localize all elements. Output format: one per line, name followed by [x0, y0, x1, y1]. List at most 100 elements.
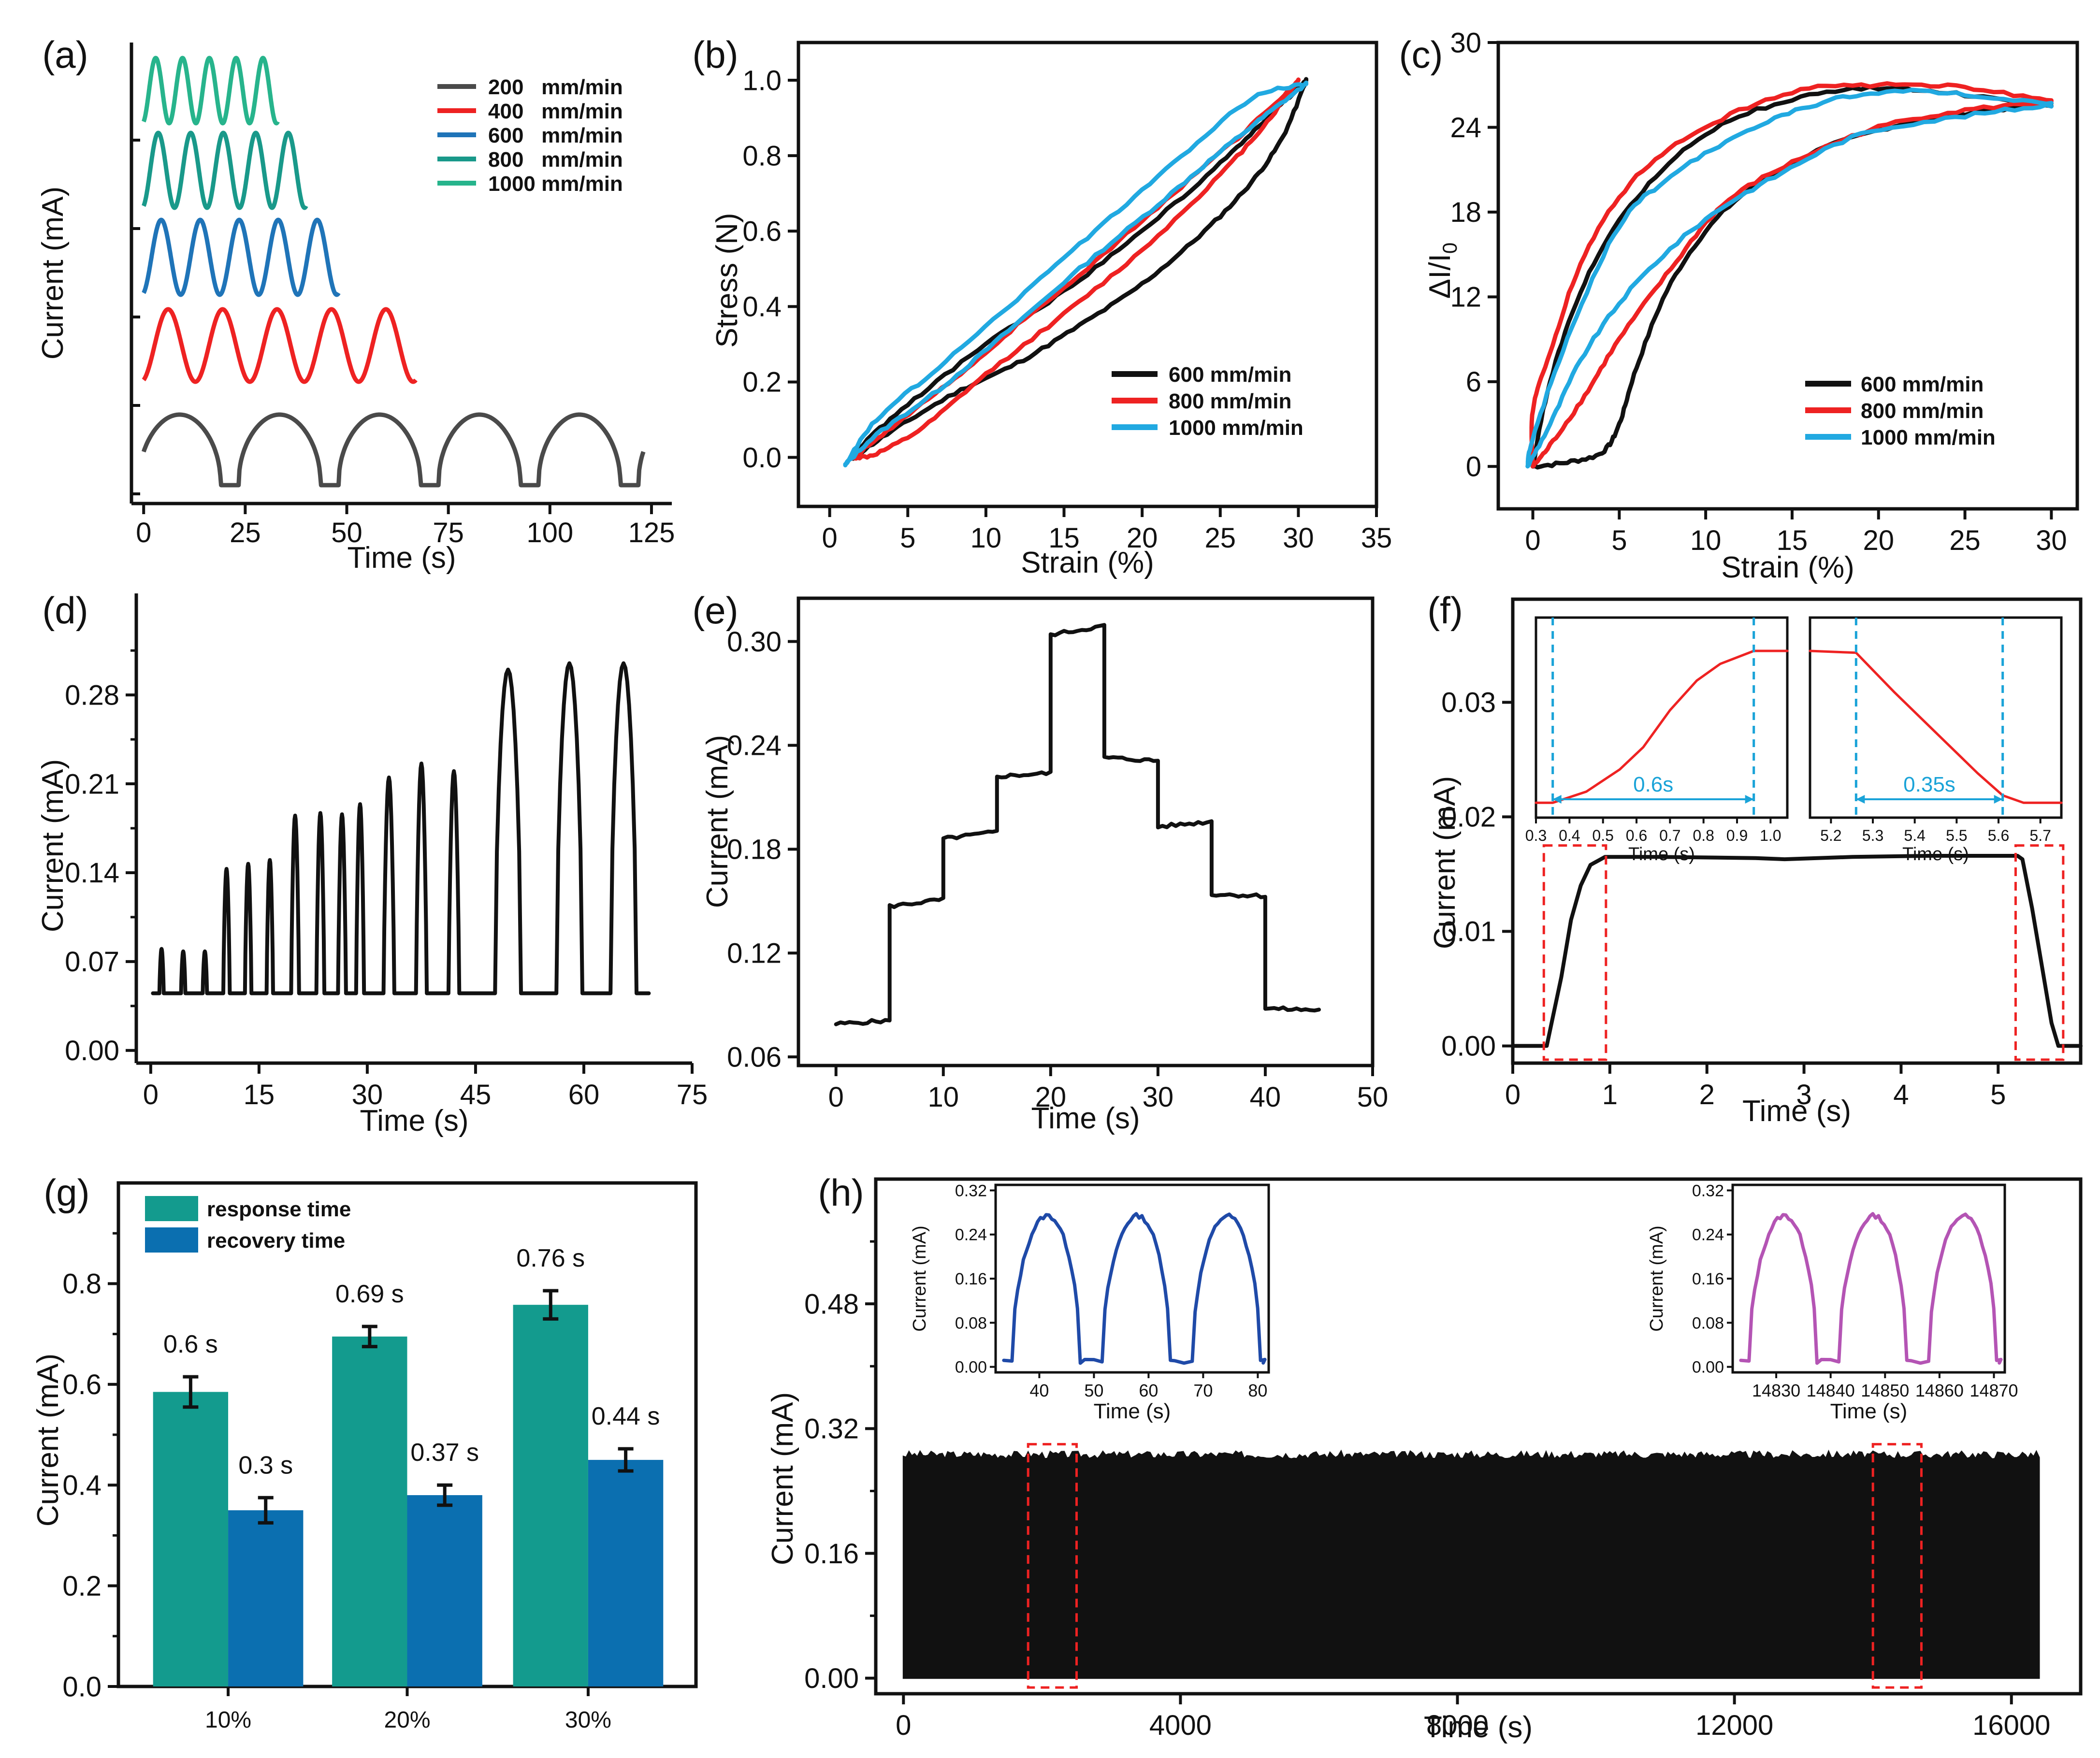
x-tick-label: 0.6	[1626, 827, 1647, 844]
y-tick-label: 0.8	[742, 140, 782, 172]
panel-e: 0 10 20 30 40 50 0.06 0.12 0.18 0.24 0.30(e) Time (…	[692, 589, 1388, 1135]
x-tick-label: 0.9	[1726, 827, 1748, 844]
y-tick-label: 0.4	[62, 1470, 101, 1501]
x-axis-label: Time (s)	[1902, 844, 1969, 865]
x-tick-label: 10	[970, 522, 1002, 554]
x-tick-label: 20	[1127, 522, 1158, 554]
x-tick-label: 100	[526, 517, 573, 548]
legend-label: 600 mm/min	[1169, 363, 1291, 387]
data-label: 0.37 s	[410, 1439, 479, 1467]
y-tick-label: 0.4	[742, 291, 782, 323]
x-tick-label: 5.5	[1946, 827, 1967, 844]
plot-frame	[1511, 597, 2083, 1065]
y-tick-label: 0.48	[804, 1288, 859, 1320]
y-tick-label: 0.24	[1692, 1226, 1724, 1244]
inset-frame	[994, 1183, 1270, 1374]
legend-label: 800 mm/min	[1169, 389, 1291, 413]
legend-label: 600 mm/min	[488, 124, 623, 147]
y-tick-label: 0.12	[727, 938, 782, 969]
y-tick-label: 0.01	[1441, 916, 1496, 948]
x-tick-label: 4	[1893, 1079, 1909, 1110]
y-tick-label: 0.16	[955, 1270, 987, 1288]
x-tick-label: 25	[1949, 525, 1981, 556]
legend-label: response time	[207, 1197, 351, 1221]
x-tick-label: 125	[628, 517, 675, 548]
x-tick-label: 50	[1084, 1381, 1103, 1400]
y-tick-label: 0.00	[1441, 1031, 1496, 1062]
x-axis-label: Time (s)	[1628, 844, 1695, 865]
y-axis-label: Current (mA)	[36, 759, 70, 932]
y-axis-label: ΔI/I0	[1423, 243, 1461, 299]
x-tick-label: 5.7	[2029, 827, 2051, 844]
x-tick-label: 5	[1990, 1079, 2006, 1110]
inset-inset_right: 14830 14840 14850 14860 14870 0.00 0.08 0.16 0.2…	[1647, 1182, 2018, 1423]
x-axis-label: Time (s)	[360, 1104, 469, 1138]
x-tick-label: 0.4	[1559, 827, 1580, 844]
series-line	[1529, 81, 2054, 468]
x-tick-label: 25	[1204, 522, 1236, 554]
x-tick-label: 30	[2036, 525, 2067, 556]
plot-frame	[1496, 41, 2079, 511]
panel-a: 0 25 50 75 100 125 (a) Time (s) Current (mA) 200 …	[36, 33, 675, 575]
x-axis-label: Time (s)	[1094, 1399, 1171, 1423]
x-tick-label: 0	[896, 1710, 911, 1741]
x-tick-label: 35	[1361, 522, 1392, 554]
x-axis-label: Time (s)	[348, 541, 456, 575]
y-tick-label: 0.14	[65, 857, 119, 889]
x-tick-label: 30	[352, 1079, 383, 1110]
highlight-box	[1542, 844, 1608, 1061]
data-label: 0.3 s	[238, 1451, 293, 1479]
y-tick-label: 0.16	[804, 1538, 859, 1570]
y-tick-label: 0.21	[65, 768, 119, 800]
legend-label: 800 mm/min	[1861, 399, 1984, 423]
category-label: 30%	[565, 1707, 611, 1733]
x-tick-label: 15	[1048, 522, 1080, 554]
y-tick-label: 0.24	[727, 730, 782, 762]
panel-h: 0 4000 8000 12000 16000 0.00 0.16 0.32 0.48 (h) Ti…	[766, 1171, 2083, 1744]
y-tick-label: 0.06	[727, 1041, 782, 1073]
legend-label: 400 mm/min	[488, 100, 623, 123]
x-tick-label: 0	[828, 1081, 844, 1113]
series-line	[843, 80, 1308, 467]
panel-g: 0.0 0.2 0.4 0.6 0.8 (g) Current (mA) 10% 20% 30% 0…	[31, 1171, 698, 1733]
x-tick-label: 2	[1699, 1079, 1715, 1110]
x-tick-label: 5.4	[1904, 827, 1925, 844]
inset-inset_left: 0.3 0.4 0.5 0.6 0.7 0.8 0.9 1.0 Time (s) 0.6s	[1525, 616, 1789, 865]
y-tick-label: 0.07	[65, 946, 119, 978]
x-tick-label: 50	[331, 517, 362, 548]
x-tick-label: 40	[1029, 1381, 1049, 1400]
y-axis-label: Current (mA)	[701, 735, 734, 908]
data-label: 0.76 s	[516, 1244, 585, 1272]
y-tick-label: 0.00	[955, 1358, 987, 1377]
panel-f: 0 1 2 3 4 5 0.00 0.01 0.02 0.03 (f) Time (s) Current…	[1427, 589, 2083, 1128]
x-tick-label: 50	[1357, 1081, 1389, 1113]
y-tick-label: 0.6	[742, 216, 782, 247]
y-axis-label: Current (mA)	[1428, 776, 1462, 949]
duration-label: 0.35s	[1903, 773, 1955, 796]
y-tick-label: 18	[1450, 197, 1481, 228]
inset-inset_left: 40 50 60 70 80 0.00 0.08 0.16 0.24 0.32 Time (s) Cu…	[910, 1182, 1270, 1423]
x-tick-label: 14830	[1752, 1381, 1800, 1400]
inset-line	[1809, 649, 2063, 804]
x-tick-label: 0.7	[1659, 827, 1680, 844]
x-tick-label: 20	[1863, 525, 1894, 556]
x-tick-label: 14840	[1807, 1381, 1855, 1400]
y-tick-label: 0.0	[742, 442, 782, 474]
y-tick-label: 0.24	[955, 1226, 987, 1244]
plot-frame	[874, 1177, 2083, 1696]
x-tick-label: 14860	[1915, 1381, 1964, 1400]
panel-label: (e)	[692, 589, 738, 632]
series-line	[142, 130, 308, 210]
y-tick-label: 0.32	[955, 1182, 987, 1200]
x-tick-label: 12000	[1695, 1710, 1773, 1741]
y-tick-label: 12	[1450, 282, 1481, 313]
y-tick-label: 0.32	[804, 1413, 859, 1445]
inset-line	[1535, 649, 1789, 804]
bar	[513, 1305, 588, 1686]
series-line	[851, 77, 1301, 461]
y-tick-label: 0.18	[727, 834, 782, 865]
x-axis-label: Time (s)	[1830, 1399, 1908, 1423]
x-tick-label: 5.3	[1862, 827, 1883, 844]
x-tick-label: 14870	[1970, 1381, 2018, 1400]
